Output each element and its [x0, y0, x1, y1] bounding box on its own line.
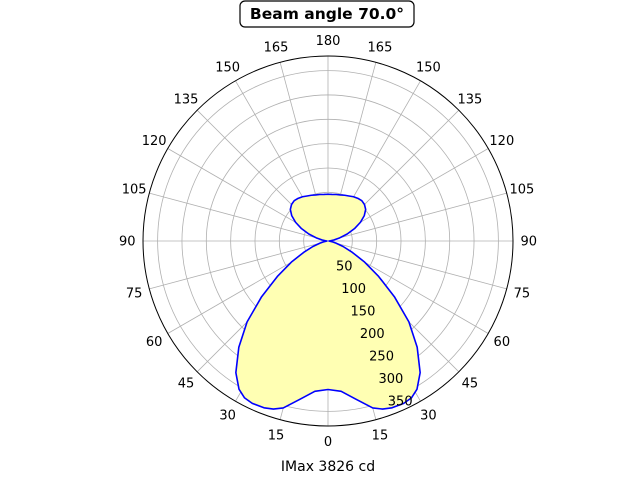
angle-tick-label: 165 — [368, 41, 393, 56]
angle-tick-label: 60 — [146, 335, 163, 350]
angle-tick-label: 150 — [416, 61, 441, 76]
intensity-curve — [235, 193, 421, 410]
angle-tick-label: 15 — [372, 428, 389, 443]
angle-tick-label: 90 — [119, 235, 136, 250]
title-frame — [239, 0, 415, 28]
angle-tick-label: 90 — [520, 235, 537, 250]
angle-tick-label: 120 — [489, 134, 514, 149]
radial-tick-label: 350 — [388, 394, 413, 409]
grid-spoke — [149, 192, 329, 242]
radial-tick-label: 150 — [351, 304, 376, 319]
grid-spoke — [149, 240, 329, 290]
angle-tick-label: 135 — [174, 93, 199, 108]
angle-tick-label: 120 — [142, 134, 167, 149]
angle-tick-label: 165 — [264, 41, 289, 56]
angle-tick-label: 30 — [219, 408, 236, 423]
radial-tick-label: 200 — [360, 327, 385, 342]
angle-tick-label: 0 — [324, 435, 332, 450]
angle-tick-label: 45 — [178, 376, 195, 391]
angle-tick-label: 75 — [126, 286, 143, 301]
angle-tick-label: 45 — [462, 376, 479, 391]
angle-tick-label: 60 — [494, 335, 511, 350]
radial-tick-label: 300 — [378, 372, 403, 387]
intensity-curve-layer — [142, 55, 514, 427]
grid-spoke — [327, 240, 507, 290]
angle-tick-label: 150 — [215, 61, 240, 76]
angle-tick-label: 75 — [514, 286, 531, 301]
angle-tick-label: 135 — [458, 93, 483, 108]
radial-tick-label: 100 — [341, 282, 366, 297]
intensity-fill — [235, 194, 421, 410]
plot-frame — [142, 55, 514, 427]
angle-tick-label: 105 — [122, 183, 147, 198]
title-box: Beam angle 70.0° — [239, 0, 415, 28]
angle-tick-label: 180 — [316, 34, 341, 49]
angle-tick-label: 30 — [420, 408, 437, 423]
chart-title: Beam angle 70.0° — [250, 5, 404, 23]
radial-tick-label: 250 — [369, 349, 394, 364]
radial-tick-label: 50 — [336, 259, 353, 274]
grid-spoke — [327, 192, 507, 242]
angle-tick-label: 105 — [509, 183, 534, 198]
tick-labels: 0 15 30 45 60 75 90 105 120 135 150 165 180 165 150 135… — [119, 34, 537, 450]
x-axis-label: IMax 3826 cd — [281, 459, 375, 475]
angle-tick-label: 15 — [268, 428, 285, 443]
